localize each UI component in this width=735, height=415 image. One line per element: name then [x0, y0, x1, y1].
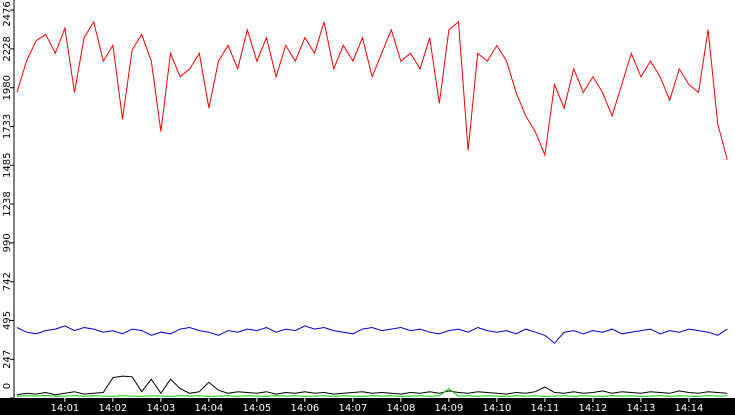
y-tick-label: 1238	[2, 191, 13, 216]
x-tick-label: 14:03	[146, 403, 175, 414]
x-tick-label: 14:13	[627, 403, 656, 414]
series-line	[16, 20, 728, 160]
y-tick-label: 2228	[2, 36, 13, 61]
x-tick-label: 14:06	[290, 403, 319, 414]
x-tick-label: 14:11	[530, 403, 559, 414]
x-tick-label: 14:02	[98, 403, 127, 414]
y-tick-label: 1980	[2, 75, 13, 100]
x-tick-label: 14:01	[50, 403, 79, 414]
x-tick-label: 14:08	[386, 403, 415, 414]
y-tick-label: 495	[2, 311, 13, 330]
y-tick-label: 247	[2, 350, 13, 369]
y-tick-label: 990	[2, 233, 13, 252]
x-tick-label: 14:07	[338, 403, 367, 414]
y-tick-label: 1733	[2, 114, 13, 139]
y-tick-label: 1485	[2, 153, 13, 178]
series-line	[16, 375, 728, 396]
x-axis-band	[0, 398, 735, 415]
series-line	[16, 325, 728, 344]
x-tick-label: 14:05	[242, 403, 271, 414]
x-tick-label: 14:12	[578, 403, 607, 414]
y-tick-label: 2476	[2, 1, 13, 26]
x-tick-label: 14:14	[675, 403, 704, 414]
x-tick-label: 14:09	[434, 403, 463, 414]
x-tick-label: 14:04	[194, 403, 223, 414]
series-line	[16, 387, 728, 397]
y-tick-label: 742	[2, 272, 13, 291]
x-tick-label: 14:10	[482, 403, 511, 414]
y-tick-label: 0	[2, 383, 13, 389]
